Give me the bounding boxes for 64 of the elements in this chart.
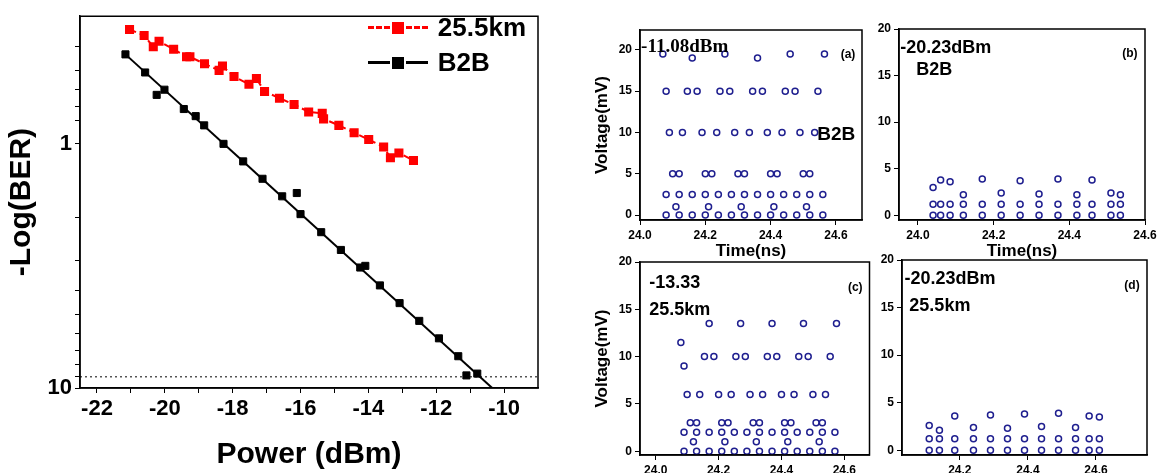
x-tick-label: 24.2 — [948, 462, 972, 473]
x-tick-label: -14 — [352, 395, 386, 421]
y-tick-label: 5 — [625, 396, 633, 411]
x-axis-title: Power (dBm) — [216, 436, 402, 470]
y-axis-title: Voltage(mV) — [591, 309, 611, 408]
annotation: B2B — [817, 122, 856, 144]
y-tick-label: 10 — [618, 348, 633, 363]
annotation: 25.5km — [909, 295, 971, 316]
y-tick-label: 0 — [887, 442, 895, 457]
annotation: 25.5km — [649, 298, 711, 319]
x-tick-label: 24.2 — [693, 227, 718, 242]
y-tick-label: 0 — [625, 443, 633, 458]
y-tick-label: 20 — [877, 21, 892, 36]
x-tick-label: 24.6 — [1133, 227, 1157, 242]
annotation: (a) — [840, 47, 856, 62]
y-tick-label: 15 — [877, 67, 892, 82]
y-tick-label: 0 — [625, 207, 633, 222]
y-tick-label: 20 — [880, 252, 895, 267]
x-tick-label: -10 — [488, 395, 520, 421]
x-tick-label: -22 — [81, 395, 113, 421]
y-tick-label: 1 — [59, 129, 72, 155]
x-tick-label: -20 — [148, 395, 181, 421]
y-tick-label: 15 — [880, 299, 895, 314]
annotation: (b) — [1122, 46, 1138, 61]
y-tick-label: 10 — [47, 374, 72, 400]
x-tick-label: 24.6 — [832, 462, 857, 473]
annotation: -11.08dBm — [641, 35, 729, 57]
y-axis-title: -Log(BER) — [3, 127, 37, 277]
y-tick-label: 0 — [884, 207, 892, 222]
y-tick-label: 5 — [884, 161, 892, 176]
x-tick-label: 24.0 — [644, 462, 668, 473]
x-axis-title: Time(ns) — [986, 241, 1058, 261]
y-tick-label: 15 — [618, 83, 633, 98]
x-tick-label: 24.2 — [981, 227, 1006, 242]
legend-label: 25.5km — [437, 12, 526, 43]
x-tick-label: 24.4 — [1057, 227, 1082, 242]
x-tick-label: -12 — [420, 395, 453, 421]
y-tick-label: 20 — [618, 254, 633, 269]
x-tick-label: -18 — [216, 395, 249, 421]
legend-label: B2B — [437, 47, 490, 78]
annotation: B2B — [916, 59, 953, 80]
x-tick-label: 24.0 — [628, 227, 652, 242]
y-tick-label: 5 — [625, 166, 633, 181]
y-tick-label: 5 — [887, 395, 895, 409]
annotation: -20.23dBm — [900, 36, 992, 57]
annotation: -20.23dBm — [904, 267, 996, 288]
y-tick-label: 10 — [618, 124, 633, 139]
y-tick-label: 10 — [877, 114, 892, 129]
y-tick-label: 10 — [880, 347, 895, 362]
x-tick-label: -16 — [284, 395, 317, 421]
x-tick-label: 24.6 — [824, 227, 848, 242]
x-tick-label: 24.2 — [706, 462, 731, 473]
x-tick-label: 24.4 — [1016, 462, 1040, 473]
annotation: -13.33 — [649, 271, 701, 292]
x-axis-title: Time(ns) — [715, 241, 787, 261]
y-tick-label: 15 — [618, 301, 633, 316]
x-tick-label: 24.0 — [906, 227, 930, 242]
annotation: (c) — [847, 279, 863, 294]
x-tick-label: 24.6 — [1084, 462, 1108, 473]
y-axis-title: Voltage(mV) — [591, 76, 611, 174]
x-tick-label: 24.4 — [769, 462, 794, 473]
annotation: (d) — [1124, 277, 1140, 292]
x-tick-label: 24.4 — [758, 227, 783, 242]
y-tick-label: 20 — [618, 42, 633, 57]
